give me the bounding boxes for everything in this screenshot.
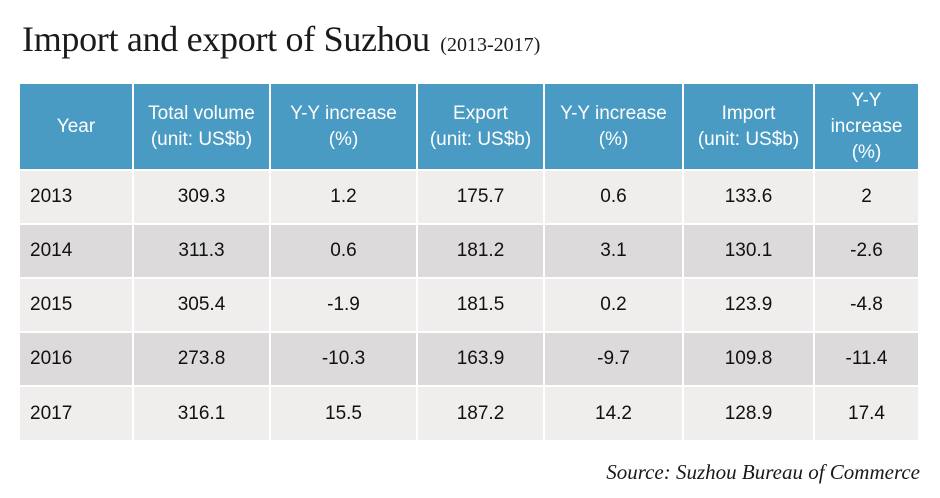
- value-cell: 3.1: [544, 223, 684, 278]
- year-cell: 2017: [20, 385, 134, 440]
- value-cell: 1.2: [270, 169, 418, 224]
- value-cell: 130.1: [683, 223, 815, 278]
- value-cell: 181.2: [417, 223, 545, 278]
- value-cell: -1.9: [270, 277, 418, 332]
- column-header-line: Y-Y increase: [560, 102, 667, 124]
- column-header: Import (unit: US$b): [683, 84, 815, 170]
- column-header-line: (%): [328, 128, 359, 150]
- value-cell: 123.9: [683, 277, 815, 332]
- column-header-line: (unit: US$b): [429, 128, 532, 150]
- column-header: Total volume (unit: US$b): [133, 84, 271, 170]
- value-cell: 0.6: [544, 169, 684, 224]
- table-header: Year Total volume (unit: US$b) Y-Y increase…: [20, 84, 918, 170]
- year-cell: 2013: [20, 169, 134, 224]
- chart-title: Import and export of Suzhou: [22, 19, 430, 59]
- column-header-line: Year: [56, 115, 96, 137]
- column-header: Year: [20, 84, 134, 170]
- value-cell: 0.6: [270, 223, 418, 278]
- value-cell: 311.3: [133, 223, 271, 278]
- year-cell: 2016: [20, 331, 134, 386]
- value-cell: 14.2: [544, 385, 684, 440]
- column-header-line: (%): [598, 128, 629, 150]
- value-cell: -4.8: [814, 277, 918, 332]
- table-row: 2014 311.3 0.6 181.2 3.1 130.1 -2.6: [20, 223, 918, 278]
- value-cell: 187.2: [417, 385, 545, 440]
- column-header: Y-Y increase (%): [814, 84, 918, 170]
- column-header: Export (unit: US$b): [417, 84, 545, 170]
- column-header: Y-Y increase (%): [544, 84, 684, 170]
- chart-title-block: Import and export of Suzhou (2013-2017): [22, 18, 540, 60]
- year-cell: 2014: [20, 223, 134, 278]
- column-header-line: increase: [830, 115, 903, 137]
- value-cell: 17.4: [814, 385, 918, 440]
- chart-subtitle: (2013-2017): [440, 34, 541, 56]
- column-header: Y-Y increase (%): [270, 84, 418, 170]
- column-header-line: Y-Y increase: [290, 102, 397, 124]
- value-cell: 273.8: [133, 331, 271, 386]
- column-header-line: (unit: US$b): [697, 128, 800, 150]
- value-cell: 181.5: [417, 277, 545, 332]
- column-header-line: Export: [453, 102, 508, 124]
- value-cell: 133.6: [683, 169, 815, 224]
- column-header-line: Y-Y: [851, 89, 882, 111]
- data-table: Year Total volume (unit: US$b) Y-Y increase…: [20, 84, 918, 440]
- column-header-line: Total volume: [148, 102, 255, 124]
- value-cell: 175.7: [417, 169, 545, 224]
- value-cell: 163.9: [417, 331, 545, 386]
- table-row: 2013 309.3 1.2 175.7 0.6 133.6 2: [20, 169, 918, 224]
- value-cell: 0.2: [544, 277, 684, 332]
- table-row: 2017 316.1 15.5 187.2 14.2 128.9 17.4: [20, 385, 918, 440]
- value-cell: 15.5: [270, 385, 418, 440]
- value-cell: -10.3: [270, 331, 418, 386]
- value-cell: -2.6: [814, 223, 918, 278]
- table-body: 2013 309.3 1.2 175.7 0.6 133.6 2 2014 311.3 0.6 18…: [20, 169, 918, 440]
- source-note: Source: Suzhou Bureau of Commerce: [606, 460, 920, 484]
- value-cell: 128.9: [683, 385, 815, 440]
- value-cell: 309.3: [133, 169, 271, 224]
- table-row: 2015 305.4 -1.9 181.5 0.2 123.9 -4.8: [20, 277, 918, 332]
- value-cell: 316.1: [133, 385, 271, 440]
- value-cell: 305.4: [133, 277, 271, 332]
- header-row: Year Total volume (unit: US$b) Y-Y increase…: [20, 84, 918, 170]
- table-row: 2016 273.8 -10.3 163.9 -9.7 109.8 -11.4: [20, 331, 918, 386]
- value-cell: 109.8: [683, 331, 815, 386]
- value-cell: 2: [814, 169, 918, 224]
- column-header-line: (%): [851, 141, 882, 163]
- column-header-line: (unit: US$b): [150, 128, 253, 150]
- column-header-line: Import: [721, 102, 776, 124]
- year-cell: 2015: [20, 277, 134, 332]
- value-cell: -11.4: [814, 331, 918, 386]
- value-cell: -9.7: [544, 331, 684, 386]
